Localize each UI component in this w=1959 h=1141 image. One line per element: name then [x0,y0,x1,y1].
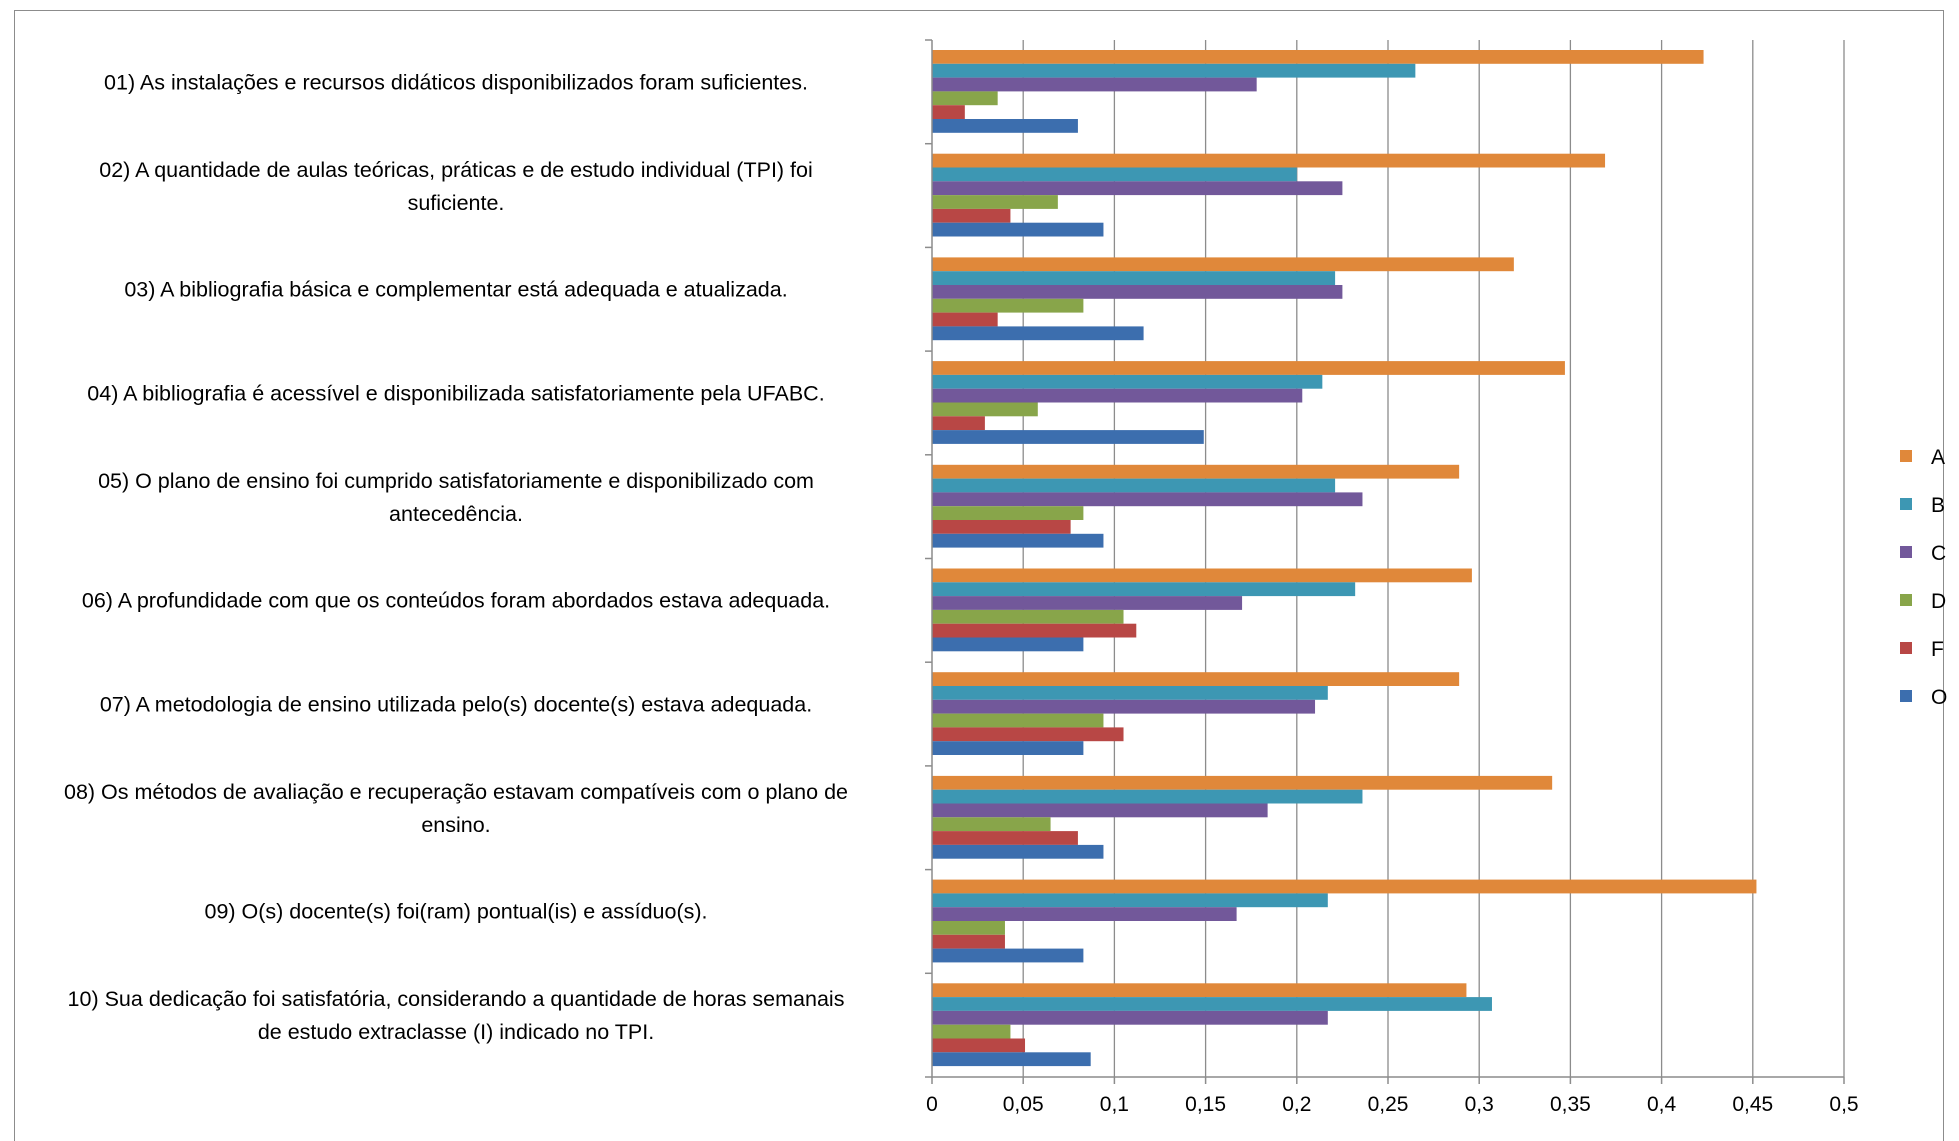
x-tick-label: 0,3 [1465,1093,1494,1116]
legend-label-O: O [1931,686,1947,709]
legend-label-D: D [1931,590,1946,613]
bar-q1-D [932,91,998,106]
x-tick-label: 0,5 [1829,1093,1858,1116]
bar-q7-C [932,699,1316,714]
bar-q10-O [932,1052,1091,1067]
bar-q4-A [932,361,1565,375]
bar-q1-O [932,119,1078,133]
bar-q9-D [932,921,1005,935]
legend-swatch-O [1900,690,1912,702]
category-label-q2: 02) A quantidade de aulas teóricas, prát… [99,157,813,215]
category-label-q5: 05) O plano de ensino foi cumprido satis… [98,468,814,526]
bar-q5-D [932,506,1084,520]
legend-label-C: C [1931,542,1946,565]
bar-q3-O [932,326,1144,341]
bar-q2-A [932,153,1606,168]
bar-q1-B [932,63,1416,78]
bar-q8-B [932,789,1363,804]
bar-q5-A [932,464,1460,479]
bar-q8-F [932,831,1078,845]
bar-q10-B [932,997,1492,1011]
category-label-q9: 09) O(s) docente(s) foi(ram) pontual(is)… [204,899,708,924]
x-tick-label: 0,2 [1282,1093,1311,1116]
category-label-q1: 01) As instalações e recursos didáticos … [104,70,808,95]
bar-q2-C [932,181,1343,196]
bars [932,50,1757,1067]
category-label-q3: 03) A bibliografia básica e complementar… [124,277,788,302]
bar-q9-F [932,934,1005,949]
x-tick-label: 0,4 [1647,1093,1677,1116]
bar-q4-D [932,402,1038,417]
bar-q7-D [932,713,1104,728]
bar-q10-A [932,983,1467,998]
legend-swatch-D [1900,594,1912,606]
x-tick-labels: 0 0,05 0,1 0,15 0,2 0,25 0,3 0,35 0,4 0,45 0,5 [926,1093,1858,1116]
category-label-q10: 10) Sua dedicação foi satisfatória, cons… [67,987,845,1045]
bar-q2-D [932,195,1058,209]
bar-q10-C [932,1010,1328,1025]
legend-swatch-B [1900,498,1912,510]
legend-swatch-F [1900,642,1912,654]
bar-q6-D [932,609,1124,624]
x-tick-label: 0 [926,1093,938,1116]
bar-q3-A [932,257,1514,272]
bar-q7-B [932,686,1328,700]
bar-q4-B [932,374,1323,389]
bar-q3-F [932,312,998,327]
legend-label-F: F [1931,638,1944,661]
legend-label-B: B [1931,494,1945,517]
bar-q10-F [932,1038,1026,1053]
bar-q3-D [932,298,1084,313]
bar-q6-C [932,596,1243,610]
bar-q4-C [932,388,1303,403]
legend-swatch-A [1900,450,1912,462]
bar-q2-O [932,222,1104,237]
bar-q7-O [932,741,1084,755]
x-tick-label: 0,05 [1003,1093,1044,1116]
bar-q9-O [932,948,1084,963]
bar-q5-C [932,492,1363,507]
bar-q2-B [932,167,1297,182]
bar-q9-A [932,879,1757,894]
bar-q7-F [932,727,1124,742]
category-label-q4: 04) A bibliografia é acessível e disponi… [87,381,825,406]
bar-q6-B [932,582,1356,597]
bar-q5-O [932,533,1104,548]
bar-q8-O [932,844,1104,859]
bar-q6-A [932,568,1472,583]
category-label-q8: 08) Os métodos de avaliação e recuperaçã… [64,779,848,837]
bar-q3-B [932,271,1336,285]
bar-q8-D [932,817,1051,832]
bar-q6-O [932,637,1084,652]
x-tick-label: 0,45 [1732,1093,1773,1116]
bar-q9-C [932,907,1237,921]
bar-q1-F [932,105,965,119]
x-tick-label: 0,35 [1550,1093,1591,1116]
bar-q4-O [932,430,1204,444]
bar-q9-B [932,893,1328,908]
category-label-q6: 06) A profundidade com que os conteúdos … [81,588,831,613]
bar-q3-C [932,285,1343,299]
bar-q5-F [932,520,1071,534]
bar-q7-A [932,672,1460,686]
bar-q10-D [932,1024,1011,1039]
axes [925,39,1845,1084]
legend-label-A: A [1931,446,1945,469]
bar-q8-C [932,803,1268,818]
legend-swatch-C [1900,546,1912,558]
bar-q1-A [932,50,1704,64]
x-tick-label: 0,1 [1100,1093,1129,1116]
category-label-q7: 07) A metodologia de ensino utilizada pe… [99,692,813,717]
bar-q1-C [932,77,1257,92]
bar-q5-B [932,478,1336,493]
x-tick-label: 0,15 [1185,1093,1226,1116]
bar-q6-F [932,623,1137,638]
bar-q8-A [932,775,1553,790]
x-tick-label: 0,25 [1368,1093,1409,1116]
bar-q4-F [932,416,985,431]
gridlines [1022,40,1845,1077]
bar-q2-F [932,208,1011,223]
legend: A B C D F O [1900,446,1947,709]
